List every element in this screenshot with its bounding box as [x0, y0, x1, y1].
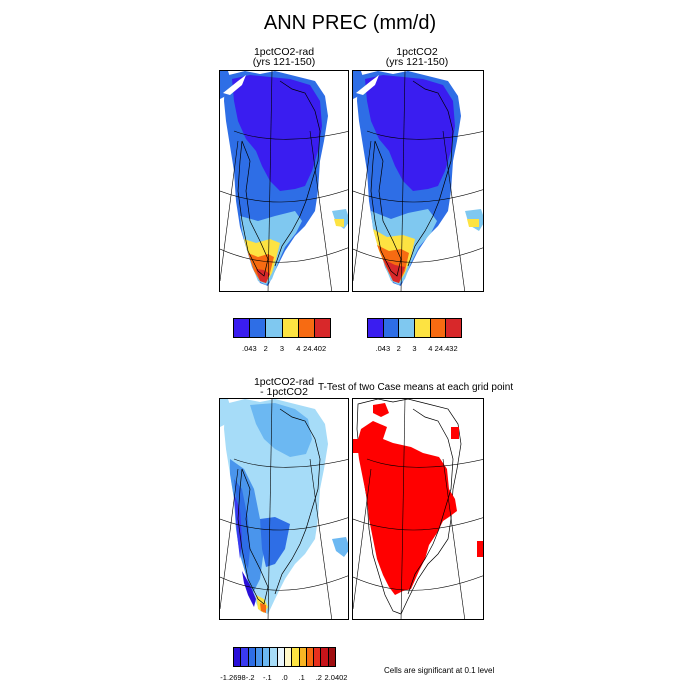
significant-cells-iceland [477, 541, 483, 557]
cb1-tick-label: 4 [296, 344, 301, 353]
cb1-swatch-1 [250, 319, 267, 337]
colorbar-1-labels: .043 2 3 4 24.402 [233, 344, 331, 356]
cb3-swatch-11 [314, 648, 322, 666]
significant-cells-west [353, 439, 359, 453]
cb2-tick-label: 4 [428, 344, 433, 353]
panel-1-title-line1: 1pctCO2-rad [253, 46, 315, 58]
cb2-swatch-4 [430, 319, 447, 337]
iceland-diff [332, 537, 348, 557]
cb2-swatch-5 [446, 319, 462, 337]
colorbar-3-labels: -1.2698 -.2 -.1 .0 .1 .2 2.0402 [220, 673, 347, 685]
cb1-swatch-4 [298, 319, 315, 337]
map-panel-2 [352, 70, 484, 292]
colorbar-2-labels: .043 2 3 4 24.432 [367, 344, 462, 356]
cb3-swatch-0 [234, 648, 242, 666]
cb1-swatch-0 [234, 319, 251, 337]
nares-strait-gap [223, 75, 246, 95]
cb3-swatch-8 [292, 648, 300, 666]
cb3-tick-label: .0 [281, 673, 288, 682]
panel-3-title-line2: - 1pctCO2 [260, 386, 308, 398]
diff-south-orange [260, 603, 266, 613]
south-red-zone [383, 259, 405, 283]
map-panel-1 [219, 70, 349, 292]
cb1-swatch-5 [314, 319, 331, 337]
panel-2-title: 1pctCO2 (yrs 121-150) [352, 46, 482, 68]
cb3-swatch-5 [270, 648, 278, 666]
panel-1-title-line2: (yrs 121-150) [252, 56, 316, 68]
cb2-tick-label: 3 [412, 344, 417, 353]
panel-1-title: 1pctCO2-rad (yrs 121-150) [219, 46, 349, 68]
panel-2-title-line2: (yrs 121-150) [385, 56, 449, 68]
cb3-tick-label: .1 [298, 673, 305, 682]
significant-cells-main [357, 421, 457, 595]
cb3-tick-label: -.1 [262, 673, 272, 682]
cb3-swatch-7 [284, 648, 293, 666]
significant-cells-north [373, 403, 389, 417]
cb3-swatch-10 [306, 648, 315, 666]
cb2-tick-label: 2 [396, 344, 401, 353]
cb3-swatch-13 [328, 648, 335, 666]
colorbar-1 [233, 318, 331, 338]
cb1-tick-label: 3 [279, 344, 285, 353]
canada-corner [220, 71, 232, 99]
cb2-swatch-3 [415, 319, 431, 337]
diff-sw-strongest [242, 571, 256, 607]
canada-corner [220, 399, 232, 427]
cb2-swatch-0 [368, 319, 384, 337]
cb3-tick-label: -.2 [245, 673, 255, 682]
panel-3-title-line1: 1pctCO2-rad [253, 376, 315, 388]
cb3-tick-label: 2.0402 [324, 673, 348, 682]
colorbar-2 [367, 318, 462, 338]
cb1-tick-label: 2 [263, 344, 268, 353]
cb3-swatch-2 [248, 648, 256, 666]
significant-cells-ne [451, 427, 459, 439]
cb3-swatch-12 [321, 648, 329, 666]
diff-west-strong [234, 479, 250, 569]
map-panel-4 [352, 398, 484, 620]
nares-strait-gap [356, 75, 379, 95]
colorbar-3 [233, 647, 336, 667]
cb2-tick-label: .043 [375, 344, 391, 353]
interior-dark-zone [365, 75, 455, 191]
cb3-swatch-9 [299, 648, 307, 666]
canada-corner [353, 71, 365, 99]
cb3-tick-label: -1.2698 [220, 673, 246, 682]
cb2-swatch-1 [383, 319, 400, 337]
cb3-swatch-6 [277, 648, 285, 666]
panel-4-title: T-Test of two Case means at each grid po… [318, 382, 514, 393]
iceland-yellow [467, 219, 479, 227]
map-panel-3 [219, 398, 349, 620]
cb1-tick-label: 24.402 [303, 344, 327, 353]
cb3-swatch-3 [255, 648, 264, 666]
iceland-yellow [334, 219, 344, 227]
significance-note: Cells are significant at 0.1 level [384, 666, 495, 675]
cb2-tick-label: 24.432 [434, 344, 458, 353]
cb3-swatch-4 [263, 648, 271, 666]
panel-2-title-line1: 1pctCO2 [396, 46, 438, 58]
main-title: ANN PREC (mm/d) [263, 12, 437, 34]
cb1-swatch-3 [282, 319, 299, 337]
panel-3-title: 1pctCO2-rad - 1pctCO2 [219, 376, 349, 398]
cb1-tick-label: .043 [242, 344, 257, 353]
diff-north-zone [250, 403, 312, 457]
cb1-swatch-2 [266, 319, 283, 337]
cb2-swatch-2 [399, 319, 416, 337]
diff-west-stronger [234, 494, 242, 559]
cb3-swatch-1 [241, 648, 249, 666]
cb3-tick-label: .2 [315, 673, 322, 682]
interior-dark-zone [232, 75, 322, 191]
